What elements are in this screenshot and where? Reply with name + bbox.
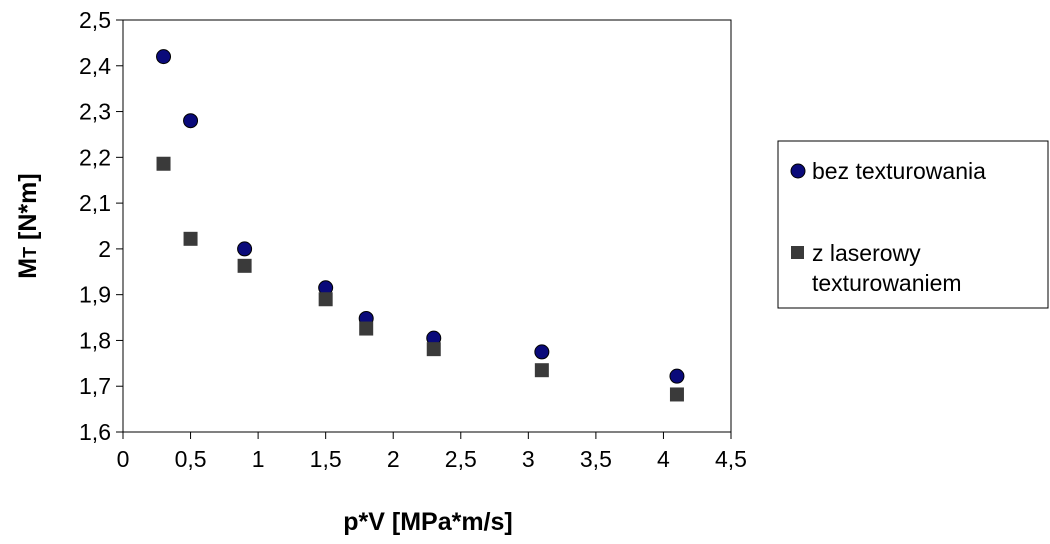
data-point-series-1 [156,156,171,171]
legend-marker-bez-texturowania [790,163,806,179]
x-tick-label: 2 [387,446,400,472]
x-tick-label: 2,5 [445,446,477,472]
x-tick-label: 1,5 [310,446,342,472]
y-tick-label: 2,3 [79,99,111,125]
data-point-series-1 [534,363,549,378]
x-axis-ticks: 0 0,5 1 1,5 2 2,5 3 3,5 4 4,5 [117,432,747,472]
x-tick-label: 4,5 [715,446,747,472]
data-point-series-1 [183,231,198,246]
y-axis-ticks: 1,6 1,7 1,8 1,9 2 2,1 2,2 2,3 2,4 2,5 [79,7,123,445]
y-tick-label: 2,2 [79,144,111,170]
legend: bez texturowania z laserowy texturowanie… [777,140,1049,309]
y-tick-label: 1,7 [79,373,111,399]
data-point-series-1 [237,258,252,273]
data-point-series-1 [426,342,441,357]
legend-label-z-laserowy-line1: z laserowy [812,240,921,266]
y-tick-label: 2,5 [79,7,111,33]
data-point-series-0 [183,113,199,129]
plot-area [122,19,732,433]
legend-box [777,140,1049,309]
x-tick-label: 3 [522,446,535,472]
data-point-series-0 [156,49,172,65]
y-axis-title-main: M [14,258,42,279]
y-tick-label: 2 [98,236,111,262]
y-tick-label: 1,6 [79,419,111,445]
data-point-series-1 [359,321,374,336]
data-point-series-1 [318,292,333,307]
y-tick-label: 1,9 [79,282,111,308]
data-points [156,49,685,402]
data-point-series-1 [669,387,684,402]
y-tick-label: 1,8 [79,327,111,353]
data-point-series-0 [669,368,685,384]
plot-frame [122,19,732,433]
x-axis-title: p*V [MPa*m/s] [343,508,512,536]
y-tick-label: 2,4 [79,53,111,79]
x-tick-label: 0,5 [175,446,207,472]
legend-label-z-laserowy-line2: texturowaniem [812,270,962,296]
x-tick-label: 0 [117,446,130,472]
y-axis-title-unit: [N*m] [14,173,42,247]
y-axis-title-sub: T [20,247,40,258]
legend-label-bez-texturowania: bez texturowania [812,158,986,184]
x-tick-label: 1 [252,446,265,472]
data-point-series-0 [534,344,550,360]
legend-marker-z-laserowy [791,246,804,259]
data-point-series-0 [237,241,253,257]
y-axis-title: MT [N*m] [14,173,42,278]
x-tick-label: 3,5 [580,446,612,472]
x-tick-label: 4 [657,446,670,472]
y-tick-label: 2,1 [79,190,111,216]
